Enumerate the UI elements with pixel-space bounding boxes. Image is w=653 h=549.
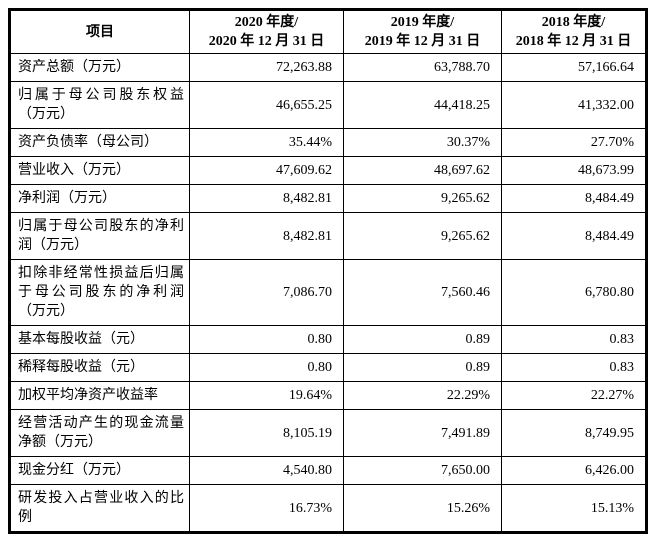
row-value: 9,265.62	[343, 184, 502, 213]
row-value: 0.89	[343, 353, 502, 382]
row-label: 加权平均净资产收益率	[9, 381, 190, 410]
table-row: 净利润（万元） 8,482.81 9,265.62 8,484.49	[9, 184, 647, 213]
table-row: 归属于母公司股东的净利润（万元） 8,482.81 9,265.62 8,484.49	[9, 212, 647, 260]
header-period-2020-line2: 2020 年 12 月 31 日	[208, 34, 325, 49]
row-value: 6,780.80	[501, 259, 647, 326]
row-value: 30.37%	[343, 128, 502, 157]
header-period-2018-line2: 2018 年 12 月 31 日	[515, 34, 632, 49]
header-period-2020-line1: 2020 年度/	[234, 15, 299, 30]
row-value: 19.64%	[189, 381, 344, 410]
row-value: 27.70%	[501, 128, 647, 157]
row-value: 22.29%	[343, 381, 502, 410]
row-value: 7,560.46	[343, 259, 502, 326]
row-value: 15.26%	[343, 484, 502, 533]
row-value: 46,655.25	[189, 81, 344, 129]
table-row: 加权平均净资产收益率 19.64% 22.29% 22.27%	[9, 381, 647, 410]
row-label: 归属于母公司股东权益（万元）	[9, 81, 190, 129]
row-value: 0.83	[501, 353, 647, 382]
row-value: 48,673.99	[501, 156, 647, 185]
row-label: 归属于母公司股东的净利润（万元）	[9, 212, 190, 260]
row-label: 经营活动产生的现金流量净额（万元）	[9, 409, 190, 457]
table-row: 资产负债率（母公司） 35.44% 30.37% 27.70%	[9, 128, 647, 157]
header-item-label: 项目	[86, 24, 114, 40]
table-row: 资产总额（万元） 72,263.88 63,788.70 57,166.64	[9, 53, 647, 82]
header-period-2019: 2019 年度/ 2019 年 12 月 31 日	[343, 9, 502, 54]
row-value: 35.44%	[189, 128, 344, 157]
row-value: 0.80	[189, 325, 344, 354]
row-label: 营业收入（万元）	[9, 156, 190, 185]
row-label: 资产负债率（母公司）	[9, 128, 190, 157]
row-value: 8,484.49	[501, 184, 647, 213]
row-value: 8,482.81	[189, 184, 344, 213]
row-value: 57,166.64	[501, 53, 647, 82]
header-period-2018-line1: 2018 年度/	[541, 15, 606, 30]
row-label: 资产总额（万元）	[9, 53, 190, 82]
row-value: 63,788.70	[343, 53, 502, 82]
row-value: 4,540.80	[189, 456, 344, 485]
row-value: 48,697.62	[343, 156, 502, 185]
row-value: 9,265.62	[343, 212, 502, 260]
table-row: 归属于母公司股东权益（万元） 46,655.25 44,418.25 41,332.0…	[9, 81, 647, 129]
table-row: 稀释每股收益（元） 0.80 0.89 0.83	[9, 353, 647, 382]
row-label: 研发投入占营业收入的比例	[9, 484, 190, 533]
row-value: 15.13%	[501, 484, 647, 533]
header-period-2018: 2018 年度/ 2018 年 12 月 31 日	[501, 9, 647, 54]
header-period-2019-line2: 2019 年 12 月 31 日	[364, 34, 481, 49]
table-header-row: 项目 2020 年度/ 2020 年 12 月 31 日 2019 年度/ 20…	[9, 9, 647, 54]
row-label: 净利润（万元）	[9, 184, 190, 213]
row-value: 8,484.49	[501, 212, 647, 260]
header-period-2019-line1: 2019 年度/	[390, 15, 455, 30]
row-value: 8,105.19	[189, 409, 344, 457]
row-value: 16.73%	[189, 484, 344, 533]
financial-summary-table: 项目 2020 年度/ 2020 年 12 月 31 日 2019 年度/ 20…	[8, 8, 648, 534]
row-label: 现金分红（万元）	[9, 456, 190, 485]
row-value: 8,749.95	[501, 409, 647, 457]
table-row: 研发投入占营业收入的比例 16.73% 15.26% 15.13%	[9, 484, 647, 533]
row-value: 47,609.62	[189, 156, 344, 185]
row-value: 6,426.00	[501, 456, 647, 485]
row-value: 72,263.88	[189, 53, 344, 82]
row-value: 7,086.70	[189, 259, 344, 326]
table-body: 资产总额（万元） 72,263.88 63,788.70 57,166.64 归属于母公…	[9, 53, 647, 533]
row-value: 22.27%	[501, 381, 647, 410]
table-row: 经营活动产生的现金流量净额（万元） 8,105.19 7,491.89 8,749.9…	[9, 409, 647, 457]
table-row: 营业收入（万元） 47,609.62 48,697.62 48,673.99	[9, 156, 647, 185]
row-value: 0.80	[189, 353, 344, 382]
row-value: 44,418.25	[343, 81, 502, 129]
header-period-2020: 2020 年度/ 2020 年 12 月 31 日	[189, 9, 344, 54]
table-header: 项目 2020 年度/ 2020 年 12 月 31 日 2019 年度/ 20…	[9, 9, 647, 54]
table-row: 现金分红（万元） 4,540.80 7,650.00 6,426.00	[9, 456, 647, 485]
row-value: 8,482.81	[189, 212, 344, 260]
header-item-column: 项目	[9, 9, 190, 54]
row-value: 0.83	[501, 325, 647, 354]
row-label: 基本每股收益（元）	[9, 325, 190, 354]
row-label: 扣除非经常性损益后归属于母公司股东的净利润（万元）	[9, 259, 190, 326]
table-row: 扣除非经常性损益后归属于母公司股东的净利润（万元） 7,086.70 7,560.4…	[9, 259, 647, 326]
row-value: 7,650.00	[343, 456, 502, 485]
row-value: 0.89	[343, 325, 502, 354]
table-row: 基本每股收益（元） 0.80 0.89 0.83	[9, 325, 647, 354]
row-label: 稀释每股收益（元）	[9, 353, 190, 382]
row-value: 41,332.00	[501, 81, 647, 129]
row-value: 7,491.89	[343, 409, 502, 457]
